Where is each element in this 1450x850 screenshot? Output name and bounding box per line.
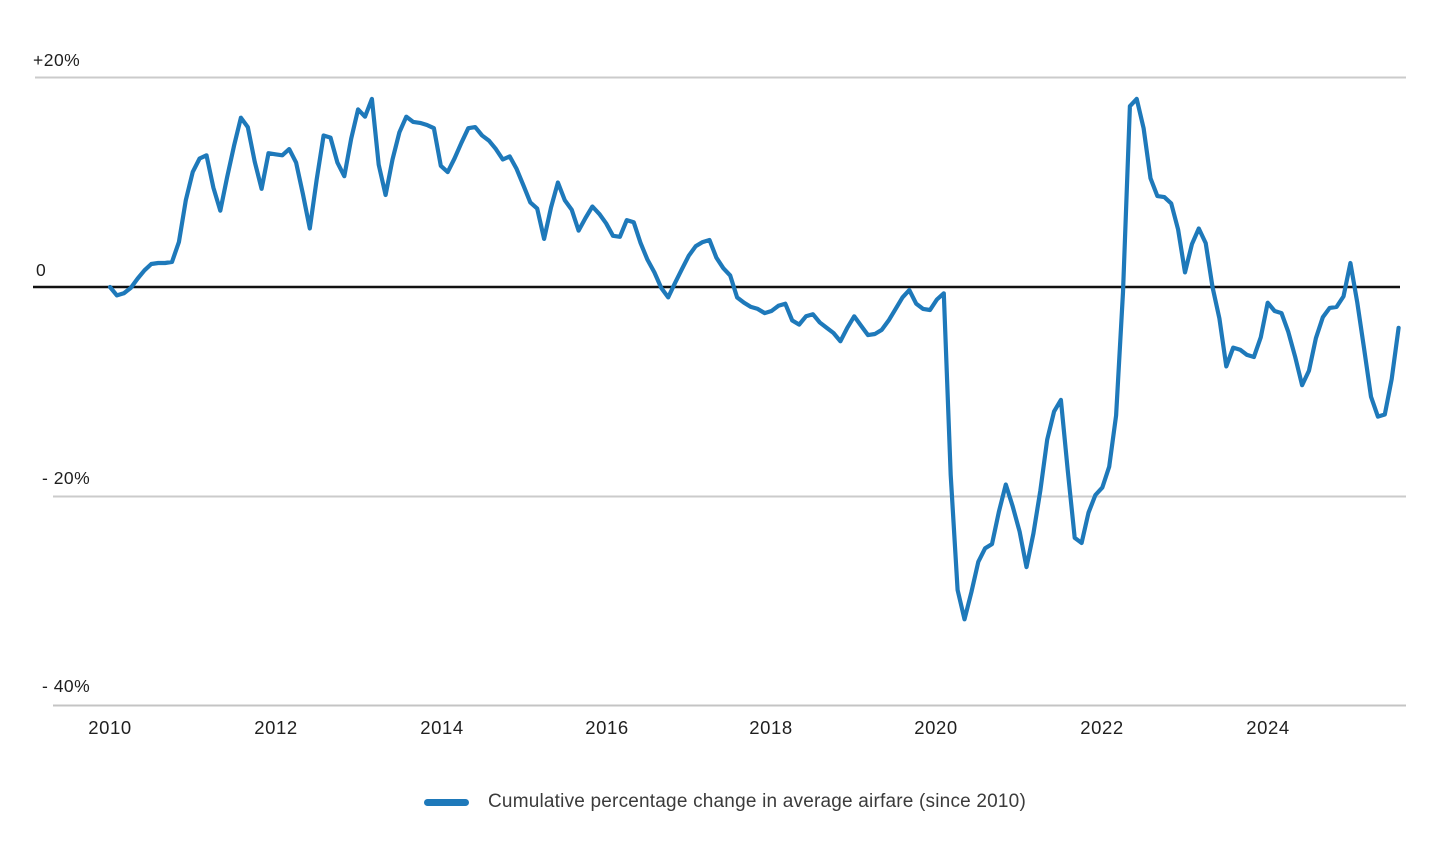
- airfare-line: [107, 96, 1401, 622]
- x-tick-label-2018: 2018: [749, 717, 793, 738]
- x-tick-label-2010: 2010: [88, 717, 132, 738]
- legend-label: Cumulative percentage change in average …: [488, 791, 1026, 812]
- y-tick-label-zero: 0: [36, 260, 47, 280]
- x-tick-label-2016: 2016: [585, 717, 629, 738]
- x-tick-label-2014: 2014: [420, 717, 464, 738]
- legend-line-swatch: [424, 798, 469, 806]
- y-tick-label-minus40: - 40%: [42, 676, 91, 696]
- x-tick-label-2012: 2012: [254, 717, 298, 738]
- legend: Cumulative percentage change in average …: [0, 791, 1450, 813]
- x-tick-label-2024: 2024: [1246, 717, 1290, 738]
- x-tick-label-2022: 2022: [1080, 717, 1124, 738]
- y-tick-label-minus20: - 20%: [42, 468, 91, 488]
- x-tick-label-2020: 2020: [914, 717, 958, 738]
- y-tick-label-plus20: +20%: [33, 50, 81, 70]
